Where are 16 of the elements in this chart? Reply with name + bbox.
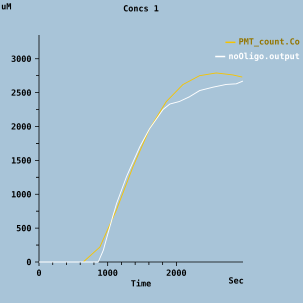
legend-label: PMT_count.Co <box>239 38 300 46</box>
y-tick-label: 0 <box>26 258 31 266</box>
y-tick-label: 1500 <box>12 157 31 164</box>
chart-title: Concs 1 <box>124 5 158 12</box>
text: Sec <box>229 277 244 284</box>
y-tick-label: 2000 <box>12 123 31 130</box>
legend-label: noOligo.output <box>229 52 300 61</box>
x-tick-label: 2000 <box>166 270 186 276</box>
x-tick-label: 1000 <box>98 270 118 276</box>
x-axis-title: Time <box>131 280 151 287</box>
y-tick-label: 500 <box>16 224 31 232</box>
x-tick-label: 0 <box>36 270 42 276</box>
y-tick-label: 3000 <box>12 56 31 62</box>
y-tick-label: 2500 <box>12 89 31 96</box>
y-tick-label: 1000 <box>12 191 31 198</box>
y-axis-title: uM <box>2 3 12 10</box>
